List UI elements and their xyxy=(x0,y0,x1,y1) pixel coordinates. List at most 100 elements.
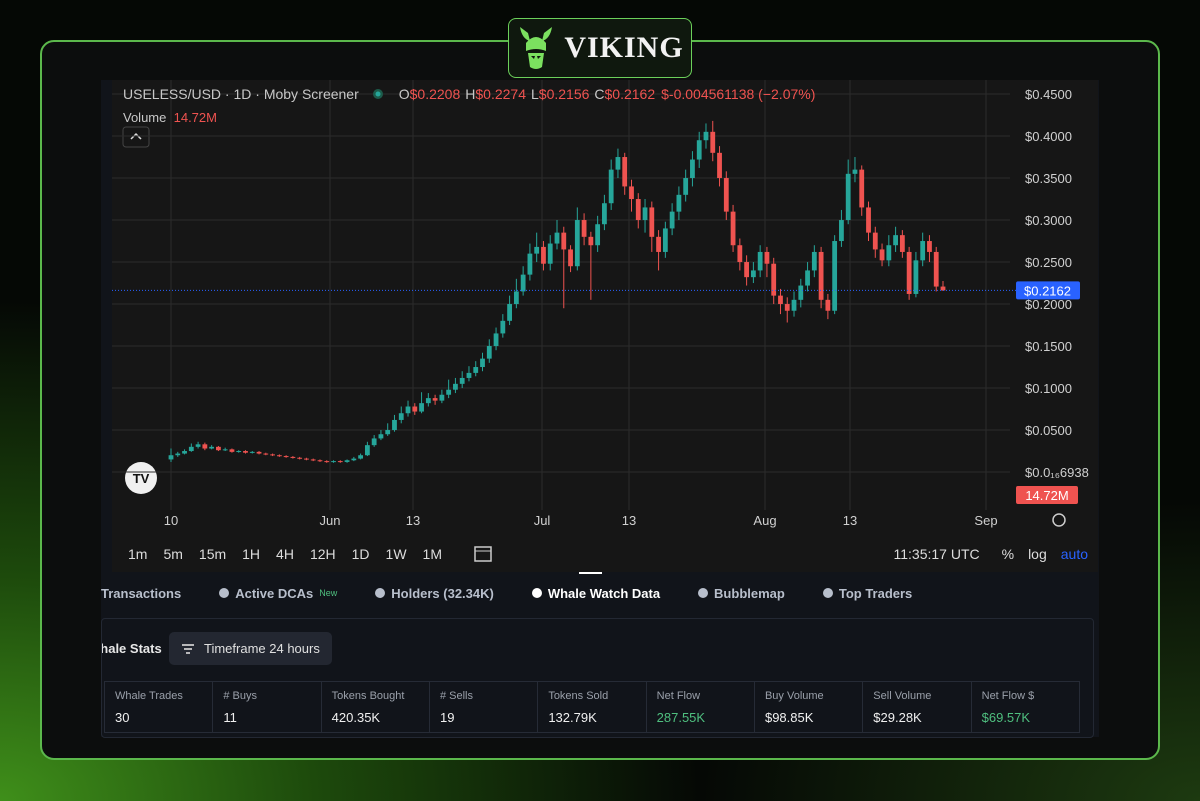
y-tick-label: $0.3000 xyxy=(1025,213,1072,228)
stat-cell: # Buys 11 xyxy=(213,682,322,732)
candle-body xyxy=(899,235,905,252)
tab-label: Bubblemap xyxy=(714,585,785,601)
volume-label: Volume xyxy=(123,110,167,125)
candle-body xyxy=(845,173,851,221)
candle-body xyxy=(507,304,512,321)
ohlc-letter: L xyxy=(530,86,539,102)
stat-value: 420.35K xyxy=(331,710,381,725)
candle-body xyxy=(622,157,628,187)
stat-value: $98.85K xyxy=(764,710,814,725)
last-price-label: $0.2162 xyxy=(1024,283,1071,298)
candle-body xyxy=(629,186,634,200)
candle-body xyxy=(784,304,790,311)
candle-body xyxy=(202,444,208,449)
timeframe-button[interactable]: 5m xyxy=(163,546,183,562)
x-tick-label: Aug xyxy=(753,513,776,528)
candle-body xyxy=(175,453,181,456)
candle-body xyxy=(588,236,594,246)
stat-value: 132.79K xyxy=(548,710,597,725)
scale-option[interactable]: auto xyxy=(1060,546,1088,562)
candle-body xyxy=(771,263,777,296)
candle-body xyxy=(243,451,248,453)
stat-label: Net Flow xyxy=(656,690,701,702)
candle-body xyxy=(371,438,377,446)
candle-body xyxy=(581,220,587,237)
tab[interactable]: Holders (32.34K) xyxy=(375,586,494,601)
candle-body xyxy=(602,203,607,225)
tab-label: Holders (32.34K) xyxy=(391,585,494,601)
candle-body xyxy=(331,461,336,463)
tab-icon xyxy=(375,588,386,598)
candle-body xyxy=(642,207,648,221)
candle-body xyxy=(168,455,174,460)
y-tick-label: $0.1000 xyxy=(1025,381,1072,396)
candle-body xyxy=(534,246,540,254)
tab[interactable]: Transactions xyxy=(101,586,181,601)
candle-body xyxy=(839,220,844,242)
last-price-badge xyxy=(1016,281,1080,300)
volume-badge xyxy=(1016,486,1078,504)
y-tick-label: $0.2500 xyxy=(1025,255,1072,270)
timeframe-button[interactable]: 1D xyxy=(351,546,370,562)
stat-label: Net Flow $ xyxy=(981,690,1035,702)
candle-body xyxy=(669,211,675,229)
candle-body xyxy=(493,333,499,347)
candle-body xyxy=(290,456,296,458)
candle-body xyxy=(554,232,560,244)
timeframe-button[interactable]: 12H xyxy=(309,546,336,562)
scale-option[interactable]: % xyxy=(1001,546,1015,562)
settings-icon[interactable] xyxy=(1052,513,1066,527)
candle-body xyxy=(852,169,858,174)
ohlc-letter: H xyxy=(465,86,476,102)
ohlc: O$0.2208 H$0.2274 L$0.2156 C$0.2162 xyxy=(399,86,655,102)
candle-body xyxy=(906,251,912,294)
tab[interactable]: Top Traders xyxy=(822,586,912,601)
candle-body xyxy=(270,454,275,456)
timeframe-button[interactable]: 1W xyxy=(385,546,407,562)
stat-value: 30 xyxy=(115,710,130,725)
stat-label: Buy Volume xyxy=(764,690,824,702)
stat-label: Whale Trades xyxy=(115,690,183,702)
tab[interactable]: Bubblemap xyxy=(698,586,785,601)
tab-icon xyxy=(531,588,542,598)
collapse-button[interactable] xyxy=(122,126,150,148)
stat-value: $69.57K xyxy=(981,710,1031,725)
timeframe-button[interactable]: 15m xyxy=(198,546,227,562)
candle-body xyxy=(480,358,485,368)
tab-label: Whale Watch Data xyxy=(547,585,661,601)
candle-body xyxy=(398,413,404,420)
timeframe-button[interactable]: 1H xyxy=(242,546,261,562)
candle-body xyxy=(933,251,939,287)
toolbar: 1m 5m 15m 1H 4H 12H 1D 1W 1M 11:35:17 UTC % log au… xyxy=(112,541,1098,567)
x-tick-label: Sep xyxy=(974,513,997,528)
stat-label: # Sells xyxy=(439,690,474,702)
stat-cell: Tokens Bought 420.35K xyxy=(322,682,430,732)
candle-body xyxy=(216,446,221,451)
y-tick-label: $0.3500 xyxy=(1025,171,1072,186)
candle-body xyxy=(364,445,370,456)
stat-value: 19 xyxy=(439,710,455,725)
timeframe-button[interactable]: 1m xyxy=(128,546,148,562)
candle-body xyxy=(778,295,783,305)
timeframe-button[interactable]: Timeframe 24 hours xyxy=(169,632,332,665)
candle-body xyxy=(344,460,350,462)
tab[interactable]: Whale Watch Data xyxy=(531,585,661,601)
date-range-icon[interactable] xyxy=(472,544,496,564)
timeframe-button[interactable]: 1M xyxy=(422,546,442,562)
candle-body xyxy=(879,249,885,261)
candle-body xyxy=(574,220,580,267)
candle-body xyxy=(656,236,661,252)
candle-body xyxy=(818,251,824,300)
scale-option[interactable]: log xyxy=(1028,546,1047,562)
tab-icon xyxy=(698,588,709,598)
tab[interactable]: Active DCAs New xyxy=(219,586,337,601)
candle-body xyxy=(547,243,553,264)
candle-body xyxy=(859,169,865,208)
status-dot xyxy=(372,89,383,99)
volume-legend: Volume 14.72M xyxy=(123,110,217,125)
candle-body xyxy=(276,455,282,457)
candle-body xyxy=(527,253,533,275)
candle-body xyxy=(432,398,438,401)
timeframe-button[interactable]: 4H xyxy=(276,546,294,562)
candle-body xyxy=(378,434,384,439)
